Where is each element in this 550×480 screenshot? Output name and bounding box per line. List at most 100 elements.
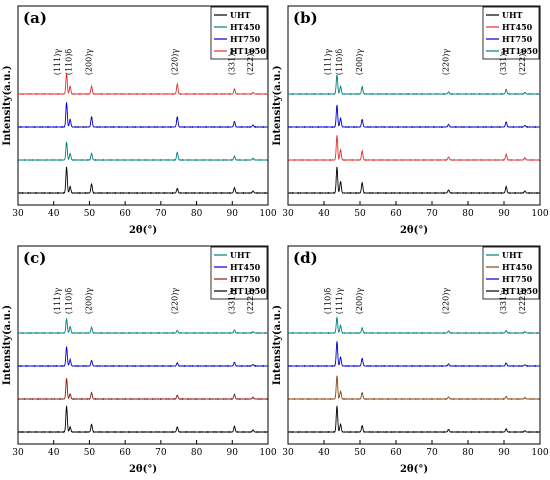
- peak-label: (331)γ: [227, 288, 236, 315]
- legend-entry: HT1050: [502, 46, 538, 56]
- peak-label: (331)γ: [227, 49, 236, 76]
- peak-label: (111)γ: [53, 49, 62, 76]
- legend: UHT HT450 HT750 HT1050: [210, 6, 268, 60]
- x-tick-label: 40: [48, 209, 60, 219]
- peak-label: (111)γ: [335, 288, 344, 315]
- x-tick-label: 40: [318, 209, 330, 219]
- x-tick-label: 60: [390, 209, 402, 219]
- peak-label: (200)γ: [85, 288, 94, 315]
- x-tick-label: 60: [119, 209, 131, 219]
- series-trace-ht450: [287, 135, 541, 162]
- x-axis-label: 2θ(°): [400, 225, 428, 236]
- x-tick-label: 100: [259, 448, 276, 458]
- series-trace-ht750: [17, 378, 269, 401]
- x-tick-label: 80: [191, 448, 203, 458]
- x-tick-label: 60: [390, 448, 402, 458]
- x-tick-label: 70: [426, 448, 438, 458]
- plot-frame: [287, 245, 541, 445]
- legend-box: [210, 6, 268, 60]
- series-trace-ht750: [287, 341, 541, 368]
- peak-label: (110)δ: [335, 49, 344, 76]
- peak-label: (222)γ: [246, 49, 255, 76]
- legend-entry: HT1050: [502, 286, 538, 296]
- xrd-panel-d: 30 40 50 60 70 80 90 100 2θ(°) Intensity(a.u.) (d)…: [272, 245, 549, 475]
- x-tick-label: 80: [191, 209, 203, 219]
- plot-frame: [17, 245, 269, 445]
- series-trace-ht750: [287, 104, 541, 129]
- x-tick-label: 100: [531, 209, 548, 219]
- peak-label: (331)γ: [499, 49, 508, 76]
- series-trace-uht: [287, 315, 541, 335]
- peak-label: (110)δ: [65, 288, 74, 315]
- peak-label: (111)γ: [323, 49, 332, 76]
- panel-label: (a): [23, 9, 47, 27]
- x-axis-label: 2θ(°): [400, 464, 428, 475]
- series-trace-ht1050: [287, 405, 541, 434]
- legend-entry: HT750: [502, 34, 533, 44]
- legend-entry: UHT: [502, 10, 523, 20]
- x-tick-label: 50: [354, 209, 366, 219]
- peak-label: (200)γ: [355, 49, 364, 76]
- peak-label: (110)δ: [65, 49, 74, 76]
- legend-entry: UHT: [502, 250, 523, 260]
- plot-frame: [17, 5, 269, 206]
- y-axis-label: Intensity(a.u.): [272, 65, 283, 145]
- x-tick-label: 80: [462, 448, 474, 458]
- peak-label: (220)γ: [170, 49, 179, 76]
- x-tick-label: 60: [119, 448, 131, 458]
- x-tick-label: 80: [462, 209, 474, 219]
- legend-entry: HT750: [230, 34, 261, 44]
- series-trace-uht: [17, 317, 269, 335]
- legend-entry: HT450: [230, 22, 261, 32]
- legend-entry: HT1050: [230, 286, 266, 296]
- panel-label: (d): [293, 249, 318, 267]
- peak-label: (222)γ: [518, 49, 527, 76]
- legend: UHT HT450 HT750 HT1050: [210, 246, 268, 300]
- peak-label: (111)γ: [53, 288, 62, 315]
- peak-label: (220)γ: [442, 49, 451, 76]
- x-tick-label: 40: [318, 448, 330, 458]
- series-trace-uht: [17, 166, 269, 195]
- y-axis-label: Intensity(a.u.): [2, 65, 13, 145]
- peak-label: (222)γ: [246, 288, 255, 315]
- series-trace-ht1050: [287, 74, 541, 96]
- legend-entry: HT750: [502, 274, 533, 284]
- panel-label: (b): [293, 9, 318, 27]
- xrd-panel-a: 30 40 50 60 70 80 90 100 2θ(°) Intensity(a.u.) (a)…: [2, 5, 277, 236]
- legend-entry: UHT: [230, 250, 251, 260]
- y-axis-label: Intensity(a.u.): [272, 305, 283, 385]
- peak-label: (220)γ: [442, 288, 451, 315]
- x-tick-label: 30: [12, 448, 24, 458]
- x-tick-label: 100: [259, 209, 276, 219]
- x-tick-label: 30: [12, 209, 24, 219]
- x-tick-label: 50: [84, 448, 96, 458]
- series-trace-ht450: [287, 375, 541, 401]
- series-trace-ht1050: [17, 405, 269, 434]
- peak-label: (110)δ: [323, 288, 332, 315]
- x-axis-label: 2θ(°): [129, 464, 157, 475]
- legend-entry: HT450: [502, 262, 533, 272]
- x-tick-label: 70: [426, 209, 438, 219]
- legend: UHT HT450 HT750 HT1050: [482, 246, 540, 300]
- x-tick-label: 50: [84, 209, 96, 219]
- peak-label: (220)γ: [170, 288, 179, 315]
- x-tick-label: 90: [498, 448, 510, 458]
- legend-entry: HT1050: [230, 46, 266, 56]
- legend-entry: HT450: [230, 262, 261, 272]
- series-trace-ht1050: [17, 73, 269, 96]
- x-tick-label: 90: [227, 209, 239, 219]
- series-trace-ht750: [17, 102, 269, 129]
- x-tick-label: 30: [282, 448, 294, 458]
- legend-entry: HT750: [230, 274, 261, 284]
- series-trace-uht: [287, 166, 541, 195]
- peak-label: (222)γ: [518, 288, 527, 315]
- x-tick-label: 70: [155, 448, 167, 458]
- legend-box: [210, 246, 268, 300]
- peak-label: (331)γ: [499, 288, 508, 315]
- legend-entry: HT450: [502, 22, 533, 32]
- x-tick-label: 100: [531, 448, 548, 458]
- panel-label: (c): [23, 249, 46, 267]
- plot-frame: [287, 5, 541, 206]
- y-axis-label: Intensity(a.u.): [2, 305, 13, 385]
